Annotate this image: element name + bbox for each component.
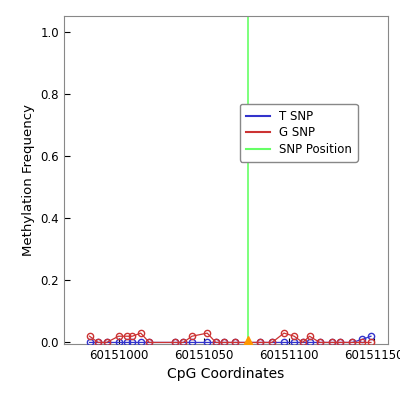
Legend: T SNP, G SNP, SNP Position: T SNP, G SNP, SNP Position [240,104,358,162]
X-axis label: CpG Coordinates: CpG Coordinates [167,368,285,382]
Y-axis label: Methylation Frequency: Methylation Frequency [22,104,35,256]
